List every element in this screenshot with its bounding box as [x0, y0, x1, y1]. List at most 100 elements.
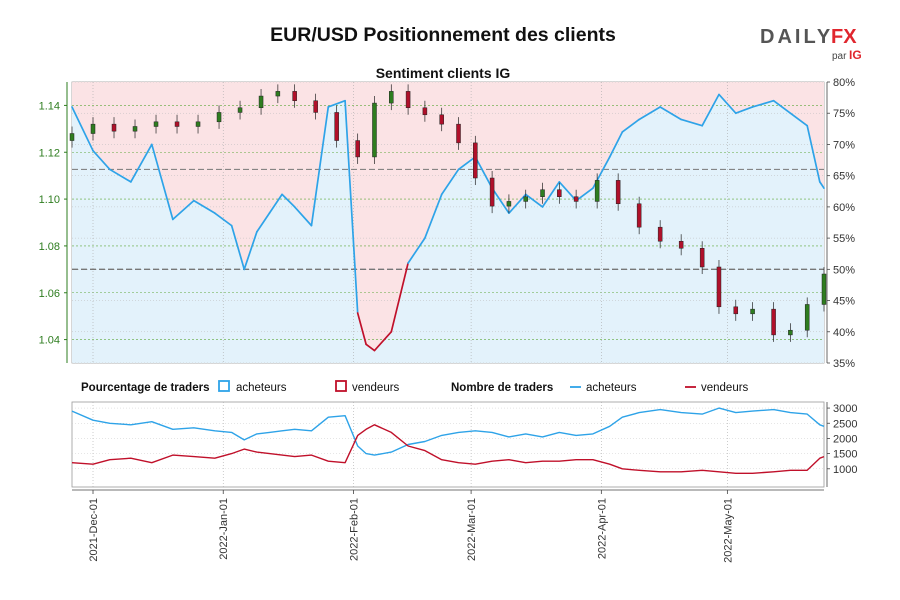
sentiment-segment [558, 181, 577, 202]
candle-body [174, 121, 180, 127]
candle-body [594, 180, 600, 202]
sentiment-segment [268, 193, 283, 214]
candle-body [771, 308, 776, 336]
sentiment-segment [150, 143, 174, 221]
percent-axis: 35% 40% 45% 50% 55% 60% 65% 70% 75% 80% [826, 77, 855, 370]
sentiment-segment [718, 93, 737, 115]
subchart-title: Sentiment clients IG [376, 65, 511, 81]
candlesticks [69, 84, 827, 342]
sentiment-segment [638, 106, 662, 121]
count-tick-label: 1000 [833, 464, 857, 476]
legend: Pourcentage de traders acheteurs vendeur… [81, 380, 749, 394]
date-tick-label: 2022-Apr-01 [596, 498, 608, 559]
chart-title: EUR/USD Positionnement des clients [270, 24, 616, 46]
sentiment-segment [213, 212, 233, 227]
sentiment-segment [789, 112, 809, 127]
candle-body [804, 304, 810, 331]
date-tick-label: 2022-Feb-01 [348, 498, 360, 561]
sentiment-segment [129, 143, 153, 183]
sentiment-segment [390, 262, 409, 333]
sellers-count-line [71, 424, 825, 474]
sentiment-segment [621, 118, 641, 133]
legend-sellers-percent-label: vendeurs [352, 382, 400, 394]
candle-body [389, 91, 394, 104]
sentiment-segment [541, 181, 561, 208]
sentiment-segment [608, 131, 624, 158]
percent-tick-label: 80% [833, 77, 855, 89]
percent-tick-label: 55% [833, 233, 855, 245]
sentiment-segment [293, 206, 313, 227]
buyers-sentiment-area [72, 94, 824, 363]
sentiment-segment [310, 106, 330, 227]
candle-body [456, 123, 461, 144]
candle-body [292, 91, 297, 101]
count-plot-frame [71, 401, 825, 488]
sentiment-segment [424, 193, 443, 239]
sentiment-segment [818, 181, 825, 190]
sentiment-segment [474, 156, 493, 190]
sentiment-segment [407, 237, 426, 264]
candle-body [699, 248, 705, 268]
candle-body [523, 196, 528, 202]
price-tick-label: 1.14 [39, 100, 60, 112]
logo-fx-text: FX [831, 26, 857, 48]
sentiment-segment [734, 106, 754, 115]
sentiment-segment [457, 156, 477, 171]
sentiment-segment [524, 193, 544, 208]
date-tick-label: 2021-Dec-01 [88, 498, 100, 562]
sentiment-segment [192, 199, 216, 214]
legend-buyers-count-label: acheteurs [586, 382, 637, 394]
candle-body [573, 196, 579, 202]
candle-body [657, 226, 663, 242]
price-tick-label: 1.10 [39, 194, 60, 206]
candle-body [788, 329, 793, 336]
percent-tick-label: 45% [833, 296, 855, 308]
sentiment-segment [751, 99, 775, 108]
candle-body [821, 273, 827, 305]
candle-body [216, 112, 222, 123]
percent-tick-label: 70% [833, 139, 855, 151]
candle-body [439, 114, 444, 125]
candle-body [132, 126, 138, 132]
sentiment-lines [71, 93, 825, 352]
logo-daily-text: DAILY [760, 26, 833, 48]
sentiment-segment [344, 99, 359, 314]
percent-tick-label: 35% [833, 358, 855, 370]
candle-body [489, 177, 495, 207]
logo-ig-text: IG [849, 48, 862, 62]
candle-body [733, 306, 739, 315]
sentiment-segment [491, 187, 510, 214]
sentiment-segment [701, 93, 720, 127]
price-tick-label: 1.06 [39, 288, 60, 300]
sentiment-segment [281, 193, 296, 208]
sentiment-segment [171, 199, 195, 221]
sentiment-segment [255, 212, 271, 233]
candle-body [275, 91, 281, 97]
price-axis: 1.04 1.06 1.08 1.10 1.12 1.14 [39, 82, 68, 363]
sentiment-segment [356, 312, 367, 346]
sentiment-segment [440, 168, 460, 196]
sentiment-segment [243, 231, 258, 271]
date-axis: 2021-Dec-01 2022-Jan-01 2022-Feb-01 2022-Ma… [72, 489, 824, 563]
percent-tick-label: 40% [833, 327, 855, 339]
buyers-count-line [71, 407, 825, 456]
candle-body [615, 180, 621, 205]
sentiment-segment [108, 168, 132, 183]
sentiment-segment [575, 187, 594, 202]
date-tick-label: 2022-Jan-01 [218, 498, 230, 560]
sentiment-segment [772, 99, 792, 115]
candle-body [195, 121, 201, 127]
sentiment-segment [508, 193, 527, 214]
candle-body [334, 112, 339, 141]
candle-body [69, 133, 75, 141]
sentiment-segment [365, 343, 376, 352]
legend-group-percent: Pourcentage de traders [81, 382, 209, 394]
sentiment-segment [680, 118, 704, 127]
candle-body [313, 100, 318, 113]
logo-par-text: par [832, 51, 847, 62]
candle-body [716, 266, 722, 308]
price-tick-label: 1.04 [39, 335, 60, 347]
count-tick-label: 2500 [833, 418, 857, 430]
percent-tick-label: 60% [833, 202, 855, 214]
